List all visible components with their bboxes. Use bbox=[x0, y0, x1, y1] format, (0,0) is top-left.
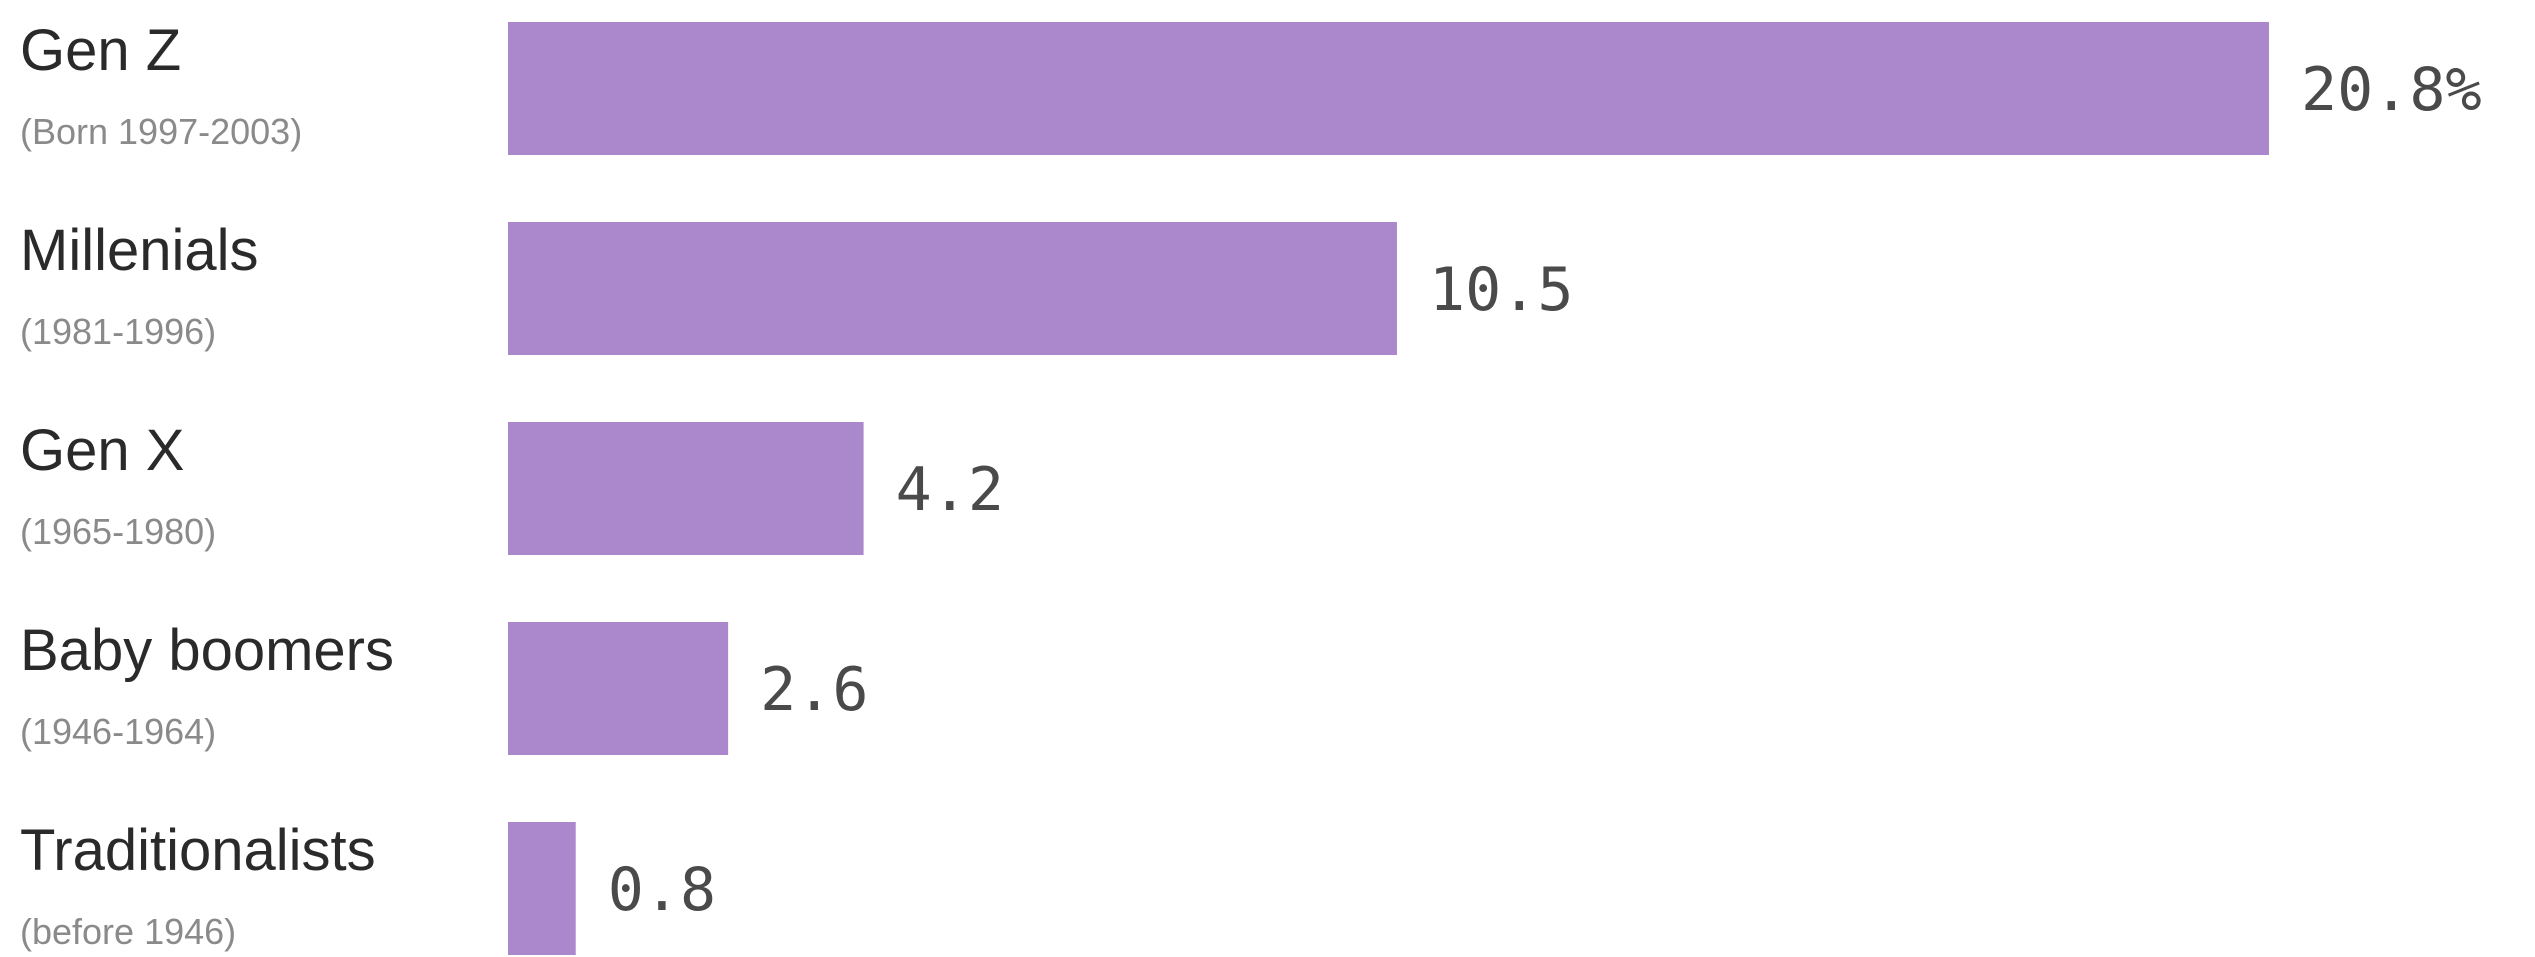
bar-millenials bbox=[508, 222, 1397, 355]
category-subtitle-gen-x: (1965-1980) bbox=[20, 511, 216, 552]
bars bbox=[508, 22, 2269, 955]
value-label-traditionalists: 0.8 bbox=[608, 855, 716, 925]
bar-traditionalists bbox=[508, 822, 576, 955]
category-label-millenials: Millenials bbox=[20, 218, 259, 283]
bar-baby-boomers bbox=[508, 622, 729, 755]
category-subtitle-traditionalists: (before 1946) bbox=[20, 911, 236, 952]
value-labels: 20.8% 10.5 4.2 2.6 0.8 bbox=[608, 55, 2482, 925]
category-label-gen-x: Gen X bbox=[20, 418, 184, 483]
value-label-millenials: 10.5 bbox=[1429, 255, 1574, 325]
category-labels: Gen Z (Born 1997-2003) Millenials (1981-199… bbox=[20, 18, 394, 952]
category-subtitle-millenials: (1981-1996) bbox=[20, 311, 216, 352]
value-label-gen-z: 20.8% bbox=[2301, 55, 2482, 125]
value-label-baby-boomers: 2.6 bbox=[760, 655, 868, 725]
category-label-baby-boomers: Baby boomers bbox=[20, 618, 394, 683]
bar-gen-x bbox=[508, 422, 864, 555]
value-label-gen-x: 4.2 bbox=[896, 455, 1004, 525]
category-subtitle-gen-z: (Born 1997-2003) bbox=[20, 111, 302, 152]
category-subtitle-baby-boomers: (1946-1964) bbox=[20, 711, 216, 752]
category-label-traditionalists: Traditionalists bbox=[20, 818, 376, 883]
bar-gen-z bbox=[508, 22, 2269, 155]
category-label-gen-z: Gen Z bbox=[20, 18, 181, 83]
